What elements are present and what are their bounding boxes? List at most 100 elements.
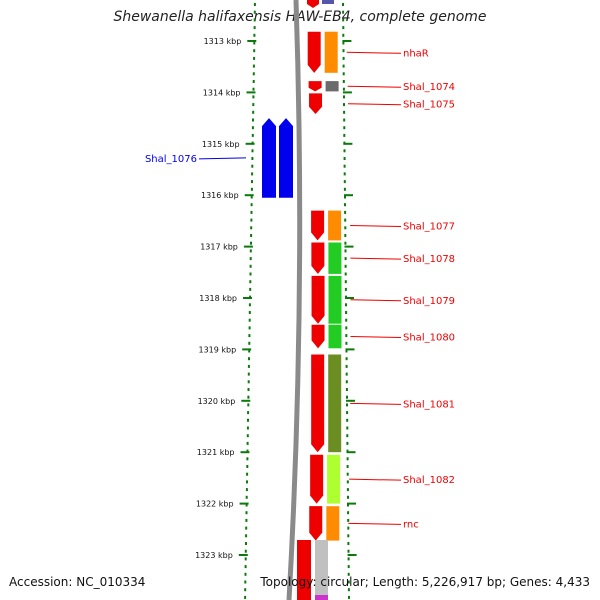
gene-arrow-reverse[interactable] — [311, 242, 325, 274]
cog-category-block — [326, 506, 340, 541]
cog-category-block — [328, 324, 342, 349]
guide-dot-left — [251, 157, 254, 160]
guide-dot-right — [346, 472, 349, 476]
gene-label[interactable]: nhaR — [403, 48, 429, 59]
guide-dot-left — [250, 226, 253, 230]
guide-dot-right — [345, 334, 348, 338]
gene-fragment-bottom — [297, 540, 311, 600]
guide-dot-right — [347, 580, 350, 584]
guide-dot-left — [245, 534, 248, 538]
guide-dot-left — [253, 56, 256, 60]
gene-label[interactable]: Shal_1079 — [403, 296, 455, 307]
gene-arrow-reverse[interactable] — [311, 275, 325, 324]
guide-dot-right — [343, 103, 345, 107]
scale-tick-right — [346, 451, 356, 454]
guide-dot-left — [247, 372, 250, 376]
label-leader — [346, 51, 402, 54]
guide-dot-right — [346, 457, 349, 461]
guide-dot-left — [246, 426, 249, 430]
cog-category-block — [328, 210, 342, 241]
guide-dot-left — [244, 595, 247, 599]
guide-dot-left — [244, 580, 247, 584]
dotted-guide-lines — [244, 3, 350, 599]
guide-dot-right — [343, 187, 346, 191]
guide-dot-left — [249, 287, 252, 291]
guide-dot-left — [252, 95, 255, 99]
guide-dot-right — [345, 318, 348, 322]
label-leader — [350, 336, 402, 339]
label-leader — [347, 103, 402, 106]
gene-arrow-reverse[interactable] — [311, 354, 325, 453]
guide-dot-right — [343, 118, 346, 122]
guide-dot-left — [252, 80, 255, 83]
gene-label[interactable]: Shal_1077 — [403, 222, 455, 233]
guide-dot-left — [247, 388, 250, 391]
gene-arrow-reverse[interactable] — [308, 81, 322, 92]
guide-dot-right — [347, 511, 350, 515]
guide-dot-left — [250, 195, 253, 199]
guide-dot-left — [244, 557, 247, 561]
scale-ticks: 1313 kbp 1314 kbp 1315 kbp 1316 kbp 1317 kbp… — [195, 37, 357, 560]
gene-label[interactable]: Shal_1080 — [403, 333, 455, 344]
scale-tick-right — [342, 91, 352, 94]
guide-dot-left — [248, 357, 250, 361]
gene-label[interactable]: Shal_1074 — [403, 82, 455, 93]
guide-dot-left — [248, 318, 251, 322]
tick-label: 1316 kbp — [201, 191, 239, 200]
gene-arrow-forward[interactable] — [262, 118, 276, 198]
guide-dot-left — [248, 341, 251, 345]
guide-dot-right — [347, 542, 350, 545]
guide-dot-left — [245, 503, 248, 507]
guide-dot-left — [245, 495, 248, 499]
guide-dot-left — [251, 149, 254, 153]
guide-dot-left — [247, 418, 249, 422]
gene-arrow-reverse[interactable] — [309, 506, 323, 541]
scale-tick — [242, 348, 252, 351]
gene-arrow-reverse[interactable] — [307, 31, 321, 73]
guide-dot-right — [345, 364, 348, 368]
guide-dot-right — [344, 264, 347, 268]
guide-dot-right — [345, 341, 348, 345]
guide-dot-right — [346, 411, 349, 415]
guide-dot-left — [250, 234, 253, 237]
gene-label[interactable]: Shal_1078 — [403, 254, 455, 265]
topology-text: Topology: circular; Length: 5,226,917 bp… — [260, 575, 590, 589]
cog-category-block — [324, 31, 338, 73]
guide-dot-right — [345, 303, 347, 307]
guide-dot-left — [246, 480, 248, 484]
guide-dot-left — [249, 272, 252, 276]
guide-dot-right — [342, 72, 345, 76]
guide-dot-left — [244, 565, 247, 569]
map-title: Shewanella halifaxensis HAW-EB4, complet… — [113, 9, 487, 25]
gene-label[interactable]: Shal_1076 — [145, 154, 197, 165]
guide-dot-left — [253, 41, 256, 45]
guide-dot-left — [247, 364, 250, 368]
scale-tick-right — [343, 142, 353, 145]
gene-label[interactable]: Shal_1075 — [403, 100, 455, 111]
guide-dot-left — [246, 434, 249, 438]
guide-dot-right — [342, 18, 345, 22]
gene-label[interactable]: Shal_1081 — [403, 399, 455, 410]
guide-dot-left — [251, 164, 254, 168]
guide-dot-right — [347, 549, 350, 553]
gene-arrow-reverse[interactable] — [310, 454, 324, 504]
gene-arrow-reverse[interactable] — [311, 210, 325, 241]
label-leader — [350, 257, 402, 260]
gene-label[interactable]: Shal_1082 — [403, 475, 455, 486]
guide-dot-left — [246, 449, 249, 453]
gene-arrow-reverse[interactable] — [311, 324, 325, 349]
guide-dot-left — [250, 210, 253, 214]
guide-dot-right — [347, 557, 350, 561]
genome-backbone — [286, 0, 303, 600]
tick-label: 1314 kbp — [203, 88, 241, 97]
gene-arrow-forward[interactable] — [279, 118, 293, 198]
gene-arrow-reverse[interactable] — [309, 93, 323, 114]
gene-label[interactable]: rnc — [403, 519, 419, 530]
guide-dot-right — [342, 87, 345, 91]
guide-dot-left — [245, 511, 248, 515]
guide-dot-left — [248, 311, 251, 314]
scale-tick — [244, 194, 254, 197]
label-leader — [349, 478, 402, 481]
guide-dot-right — [344, 287, 347, 291]
